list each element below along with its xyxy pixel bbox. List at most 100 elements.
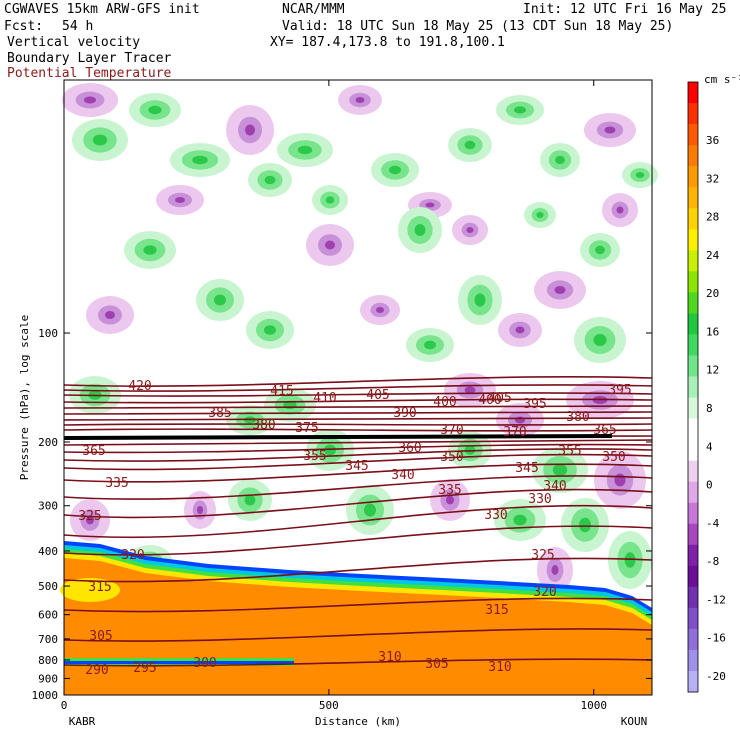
theta-contour-label: 420 (128, 379, 151, 394)
field-potential-temperature: Potential Temperature (7, 66, 172, 81)
colorbar-label: 24 (706, 249, 720, 262)
colorbar-label: -4 (706, 517, 720, 530)
x-end-label-right: KOUN (621, 715, 648, 728)
colorbar-swatch (688, 292, 698, 314)
updraft-peak (579, 517, 591, 533)
updraft-peak (264, 175, 276, 185)
theta-contour-label: 310 (488, 660, 511, 675)
colorbar-swatch (688, 376, 698, 399)
colorbar-label: 12 (706, 364, 719, 377)
theta-contour-label: 320 (121, 548, 144, 563)
theta-contour-label: 300 (193, 656, 216, 671)
theta-contour-line (63, 448, 653, 462)
theta-contour-label: 390 (393, 406, 416, 421)
colorbar-label: 20 (706, 287, 719, 300)
theta-contour-line (63, 504, 653, 539)
theta-contour-line (63, 439, 653, 446)
theta-contour-label: 395 (608, 383, 631, 398)
colorbar-swatch (688, 229, 698, 251)
theta-contour-label: 365 (593, 423, 616, 438)
colorbar-swatch (688, 250, 698, 272)
theta-contour-line (63, 398, 653, 404)
downdraft-peak (515, 326, 525, 334)
colorbar-label: 28 (706, 211, 719, 224)
theta-contour-line (63, 658, 653, 667)
downdraft-peak (554, 286, 566, 294)
org-label: NCAR/MMM (282, 2, 345, 17)
y-tick-label: 900 (38, 672, 58, 685)
theta-contour-label: 330 (528, 492, 551, 507)
colorbar-label: -16 (706, 632, 726, 645)
theta-contour-line (63, 392, 653, 397)
updraft-peak (474, 293, 486, 307)
theta-contour-label: 405 (366, 388, 389, 403)
y-tick-label: 600 (38, 609, 58, 622)
theta-contour-label: 345 (345, 459, 368, 474)
theta-contour-label: 385 (208, 406, 231, 421)
theta-contour-label: 380 (566, 410, 589, 425)
valid-label: Valid: 18 UTC Sun 18 May 25 (13 CDT Sun … (282, 19, 674, 34)
downdraft-peak (376, 307, 384, 313)
downdraft-peak (86, 515, 94, 525)
updraft-peak (297, 145, 313, 155)
updraft-peak (595, 245, 605, 255)
theta-contour-label: 290 (85, 663, 108, 678)
plot-frame (63, 79, 653, 696)
updraft-peak (389, 165, 401, 175)
colorbar-swatch (688, 145, 698, 167)
theta-contour-line (63, 453, 653, 471)
theta-contour-label: 310 (378, 650, 401, 665)
updraft-peak (325, 196, 335, 204)
downdraft-peak (84, 96, 96, 104)
theta-contour-label: 340 (543, 479, 566, 494)
theta-contour-line (63, 405, 653, 409)
colorbar: cm s⁻¹ 36 32 28 24 20 16 12 8 4 0 -4 -8 -12 -16 -20 (687, 73, 740, 693)
colorbar-swatch (688, 481, 698, 504)
fcst-value: 54 h (62, 19, 94, 34)
y-tick-label: 700 (38, 633, 58, 646)
x-axis-label: Distance (km) (315, 715, 401, 728)
y-tick-label: 1000 (32, 689, 59, 702)
y-tick-label: 500 (38, 580, 58, 593)
y-tick-label: 400 (38, 545, 58, 558)
colorbar-label: -20 (706, 670, 726, 683)
downdraft-peak (105, 311, 115, 319)
colorbar-label: -12 (706, 593, 726, 606)
theta-contour-label: 395 (523, 397, 546, 412)
x-tick-label: 500 (319, 699, 339, 712)
theta-contour-label: 400 (433, 395, 456, 410)
theta-contour-label: 360 (398, 441, 421, 456)
theta-contour-label: 335 (105, 476, 128, 491)
x-tick-label: 0 (61, 699, 68, 712)
theta-contour-label: 335 (438, 483, 461, 498)
updraft-peak (536, 212, 544, 218)
downdraft-peak (464, 386, 476, 394)
theta-contour-label: 400 (478, 393, 501, 408)
updraft-peak (324, 444, 336, 456)
downdraft-peak (614, 473, 626, 487)
colorbar-label: 4 (706, 440, 713, 453)
fcst-label: Fcst: (4, 19, 44, 34)
updraft-peak (635, 172, 645, 178)
velocity-fill-layer (62, 83, 658, 593)
y-tick-label: 300 (38, 500, 58, 513)
theta-contour-label: 410 (313, 391, 336, 406)
colorbar-swatch (688, 82, 698, 104)
colorbar-swatch (688, 565, 698, 588)
theta-contour-label: 315 (485, 603, 508, 618)
colorbar-swatch (688, 124, 698, 146)
y-tick-label: 100 (38, 327, 58, 340)
theta-contour-line (63, 423, 653, 426)
downdraft-peak (551, 565, 559, 575)
theta-contour-label: 325 (531, 548, 554, 563)
colorbar-swatch (688, 607, 698, 630)
updraft-peak (514, 106, 526, 114)
updraft-peak (414, 224, 426, 236)
colorbar-swatch (688, 313, 698, 335)
downdraft-peak (175, 197, 185, 203)
colorbar-label: 8 (706, 402, 713, 415)
y-tick-label: 800 (38, 654, 58, 667)
colorbar-swatch (688, 670, 698, 693)
theta-contour-line (63, 597, 653, 613)
colorbar-swatch (688, 334, 698, 356)
